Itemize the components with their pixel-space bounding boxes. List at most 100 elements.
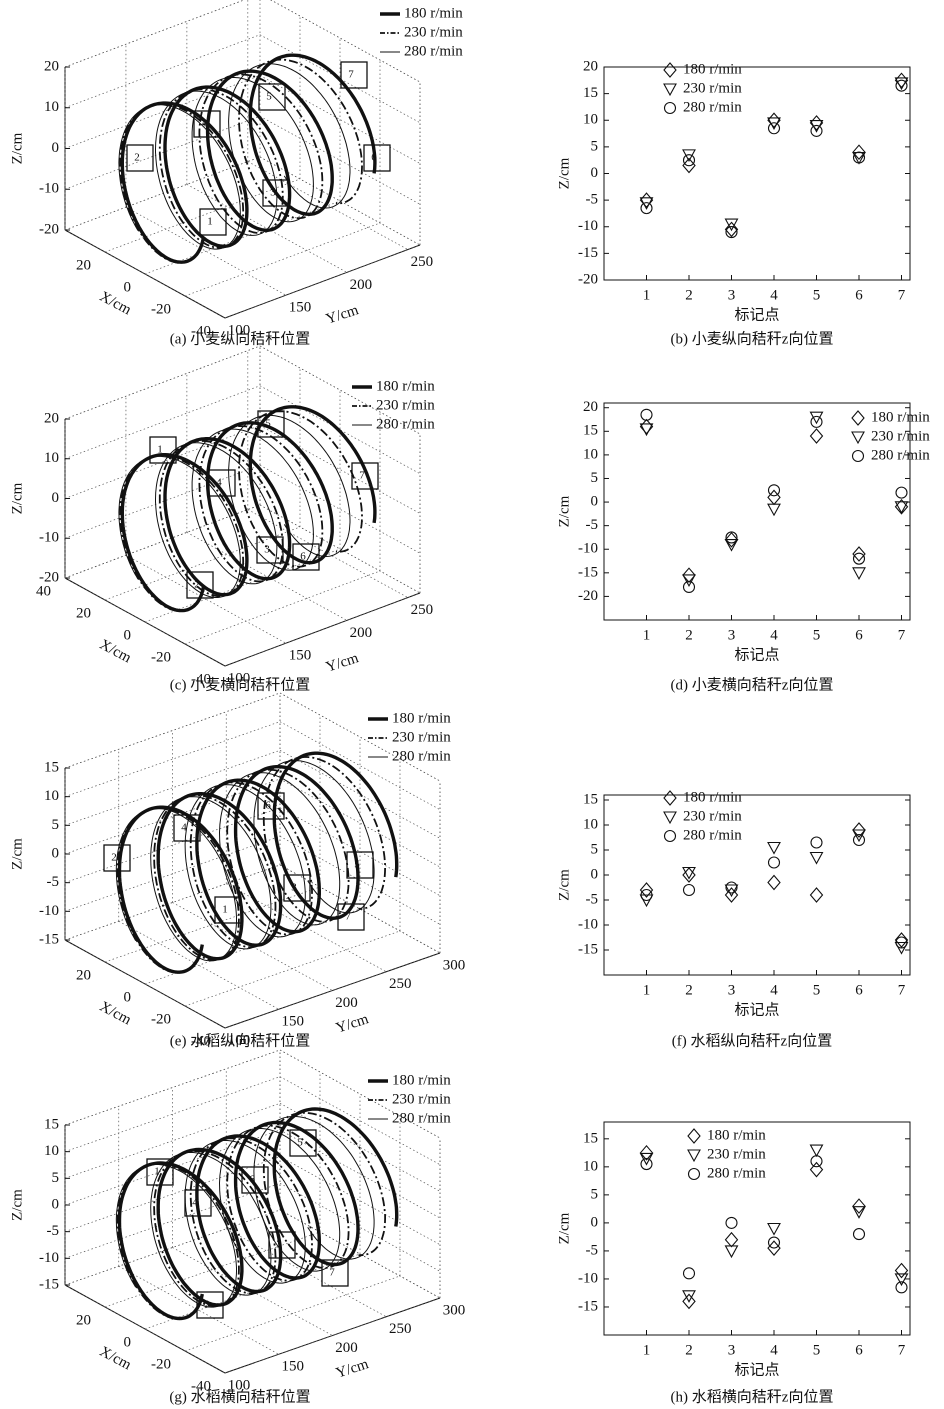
y-tick-label: 150 (282, 1359, 305, 1375)
marker-box (268, 1231, 296, 1259)
marker-label: 3 (264, 544, 270, 556)
data-point (895, 79, 908, 92)
x-tick-label: -40 (191, 323, 211, 339)
marker-label: 6 (300, 551, 306, 563)
z-tick-label: -10 (39, 181, 59, 197)
marker-box (289, 1129, 317, 1157)
legend-label: 280 r/min (376, 416, 435, 432)
data-point (682, 867, 696, 883)
legend-label: 180 r/min (871, 409, 930, 425)
data-point (852, 1228, 866, 1241)
x-tick-label: 1 (643, 287, 651, 303)
legend-label: 230 r/min (392, 1091, 451, 1107)
z-tick-label: -10 (39, 530, 59, 546)
data-point (724, 531, 739, 548)
data-point (767, 489, 781, 506)
marker-label: 5 (265, 418, 271, 430)
y-tick-label: 5 (591, 841, 599, 857)
z-tick-label: 10 (44, 788, 59, 804)
marker-label: 6 (249, 1174, 255, 1186)
data-point (852, 833, 866, 847)
data-point (852, 552, 866, 565)
y-tick-label: 20 (583, 399, 598, 415)
marker-label: 4 (181, 822, 187, 834)
z-tick-label: -20 (39, 569, 59, 585)
x-tick-label: 20 (76, 257, 91, 273)
grid-line (247, 161, 408, 250)
z-tick-label: -20 (39, 221, 59, 237)
grid-line (144, 200, 341, 275)
x-tick-label: 2 (685, 627, 693, 643)
data-point (682, 866, 696, 880)
data-point (640, 408, 653, 421)
helix-curve (118, 63, 351, 250)
data-point (682, 1290, 696, 1303)
marker-label: 7 (359, 470, 365, 482)
x-tick-label: 2 (685, 1342, 693, 1358)
marker-label: 7 (329, 1267, 335, 1279)
legend-symbol (851, 410, 865, 426)
grid-line (64, 504, 261, 579)
y-tick-label: -5 (586, 891, 599, 907)
data-point (809, 1161, 824, 1178)
x-tick-label: 5 (813, 1342, 821, 1358)
x-tick-label: 6 (855, 982, 863, 998)
grid-line (64, 156, 261, 231)
marker-box (103, 844, 131, 872)
marker-label: 6 (371, 152, 377, 164)
grid-line (64, 75, 261, 149)
z-tick-label: 0 (52, 1196, 60, 1212)
x-tick-label: 6 (855, 1342, 863, 1358)
grid-line (259, 425, 421, 514)
data-point (852, 567, 866, 580)
y-axis-label: Y/cm (334, 1356, 371, 1382)
data-point (767, 1236, 781, 1249)
data-point (640, 888, 653, 902)
data-point (682, 567, 696, 584)
z-tick-label: 20 (44, 58, 59, 74)
data-point (809, 428, 824, 444)
legend-label: 180 r/min (404, 5, 463, 21)
data-point (725, 226, 738, 239)
grid-line (270, 0, 421, 83)
marker-box (262, 179, 290, 207)
grid-line (279, 1183, 441, 1272)
x-tick-label: 20 (76, 1312, 91, 1328)
x-tick-label: 6 (855, 287, 863, 303)
data-point (639, 882, 654, 898)
grid-line (224, 244, 421, 319)
grid-line (259, 385, 421, 475)
y-tick-label: 100 (228, 322, 251, 338)
marker-box (337, 903, 365, 931)
legend-label: 230 r/min (376, 397, 435, 413)
y-tick-label: 15 (583, 791, 598, 807)
grid-line (104, 526, 301, 601)
z-tick-label: -5 (47, 874, 60, 890)
marker-label: 2 (134, 152, 140, 164)
y-tick-label: 10 (583, 446, 598, 462)
y-tick-label: -15 (578, 941, 598, 957)
y-tick-label: -20 (578, 271, 598, 287)
marker-label: 5 (354, 859, 360, 871)
legend-label: 230 r/min (404, 24, 463, 40)
data-point (809, 887, 824, 903)
legend-symbol (851, 449, 865, 463)
y-tick-label: -10 (578, 1270, 598, 1286)
x-tick-label: -40 (191, 1033, 211, 1049)
grid-line (259, 345, 421, 435)
helix-curve (118, 414, 351, 598)
z-axis-label: Z/cm (9, 838, 25, 870)
y-axis-label: Z/cm (556, 157, 572, 189)
plot-frame (603, 66, 911, 281)
marker-label: 7 (345, 911, 351, 923)
marker-box (199, 208, 227, 236)
y-tick-label: 300 (443, 1302, 466, 1318)
x-tick-label: 20 (76, 967, 91, 983)
grid-line (226, 883, 387, 973)
grid-line (172, 902, 333, 991)
helix-curve (119, 410, 363, 612)
z-tick-label: 10 (44, 1143, 59, 1159)
grid-line (259, 75, 421, 164)
y-tick-label: 5 (591, 470, 599, 486)
